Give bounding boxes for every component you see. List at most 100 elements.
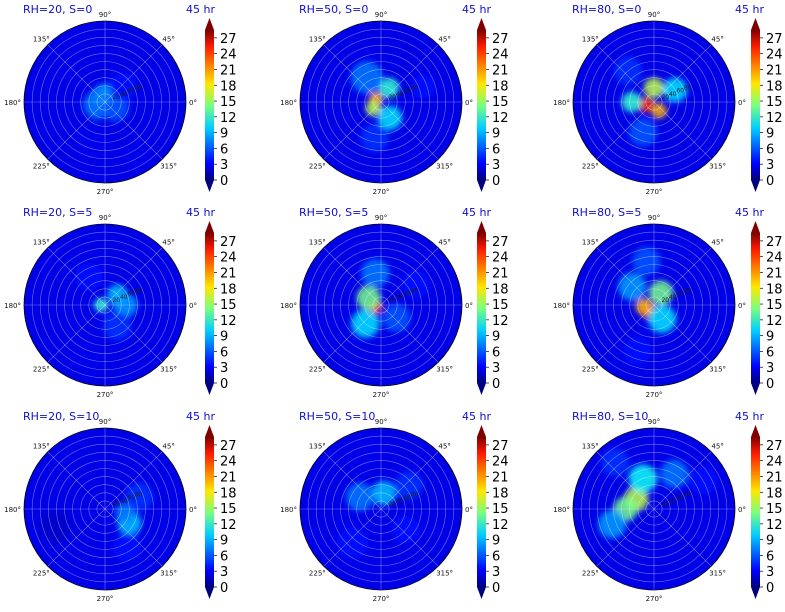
colorbar-tick-label: 3 (492, 565, 500, 580)
grid-circle (332, 256, 430, 354)
angle-label: 45° (162, 238, 174, 246)
grid-spoke (323, 44, 382, 103)
angle-label: 315° (709, 570, 726, 578)
angle-label: 225° (33, 570, 50, 578)
colorbar-tick-label: 9 (766, 127, 774, 142)
grid-spoke (380, 304, 439, 363)
grid-spoke (47, 247, 106, 306)
angle-label: 225° (309, 366, 326, 374)
panel-title: RH=80, S=0 (572, 3, 641, 16)
heat-field (597, 448, 718, 539)
grid-circle (80, 280, 130, 330)
angle-label: 135° (582, 35, 599, 43)
data-blob (401, 270, 431, 299)
radial-tick-label: 40 (396, 91, 404, 98)
grid-circle (31, 231, 179, 379)
colorbar-tick-label: 15 (492, 502, 509, 517)
grid-spoke (653, 247, 712, 306)
angle-label: 180° (4, 302, 21, 310)
colorbar-tick-label: 12 (492, 518, 509, 533)
colorbar-tick-label: 0 (220, 581, 228, 596)
heat-field (55, 58, 150, 169)
panel-title: RH=20, S=10 (23, 410, 99, 423)
heat-field (336, 439, 424, 560)
angle-label: 90° (375, 11, 387, 19)
angle-label: 315° (436, 366, 453, 374)
colorbar-tick-label: 27 (220, 235, 237, 250)
colorbar-extend-bottom (205, 383, 214, 395)
colorbar-body (205, 30, 214, 180)
panels-group: 20 40 60 800°45°90°135°180°225°270°315°RH=2… (4, 3, 782, 603)
angle-label: 135° (33, 442, 50, 450)
grid-circle (605, 256, 703, 354)
polar-frame (299, 223, 463, 387)
heat-field (618, 246, 677, 365)
data-blob (662, 77, 688, 102)
colorbar-body (477, 437, 486, 587)
data-blob (647, 304, 677, 334)
colorbar-tick-label: 12 (766, 111, 783, 126)
data-blob (628, 464, 658, 493)
angle-label: 135° (309, 238, 326, 246)
colorbar-tick-label: 6 (220, 142, 228, 157)
angle-label: 0° (738, 99, 746, 107)
heat-field (351, 258, 431, 338)
data-blob (74, 262, 103, 292)
radial-tick-label: 80 (411, 288, 419, 295)
angle-label: 90° (99, 11, 111, 19)
angle-label: 45° (162, 442, 174, 450)
grid-circle (56, 53, 154, 151)
grid-circle (56, 256, 154, 354)
grid-circle (596, 44, 711, 160)
grid-circle (307, 435, 455, 583)
angle-label: 90° (648, 214, 660, 222)
radial-tick-label: 20 (112, 501, 120, 508)
radial-tick-label: 20 (112, 297, 120, 304)
angle-label: 135° (582, 238, 599, 246)
grid-spoke (596, 508, 655, 567)
colorbar-tick-label: 9 (492, 127, 500, 142)
panel-title: RH=80, S=10 (572, 410, 648, 423)
radial-tick-label: 60 (127, 495, 135, 502)
data-blob (621, 91, 642, 113)
grid-spoke (596, 304, 655, 363)
data-blob (648, 280, 674, 305)
colorbar-tick-label: 0 (766, 581, 774, 596)
angle-label: 315° (709, 163, 726, 171)
colorbar-tick-label: 3 (492, 361, 500, 376)
colorbar-tick-label: 6 (766, 549, 774, 564)
heat-field (350, 61, 435, 153)
angle-label: 270° (97, 595, 114, 603)
colorbar-tick-label: 6 (766, 345, 774, 360)
colorbar-tick-label: 9 (492, 534, 500, 549)
angle-label: 135° (33, 35, 50, 43)
colorbar-tick-label: 21 (492, 470, 509, 485)
colorbar-tick-label: 27 (766, 32, 783, 47)
grid-spoke (653, 451, 712, 510)
data-blob (394, 471, 424, 500)
grid-circle (39, 443, 171, 575)
colorbar-tick-label: 24 (220, 251, 237, 266)
angle-label: 270° (646, 188, 663, 196)
colorbar-tick-label: 6 (766, 142, 774, 157)
angle-label: 180° (280, 302, 297, 310)
grid-circle (315, 36, 447, 168)
radial-tick-label: 80 (684, 85, 692, 92)
grid-circle (372, 296, 390, 314)
angle-label: 225° (309, 570, 326, 578)
grid-circle (88, 288, 122, 322)
grid-spoke (596, 101, 655, 160)
grid-circle (340, 468, 422, 550)
angle-label: 0° (465, 99, 473, 107)
angle-label: 0° (738, 506, 746, 514)
colorbar-extend-bottom (477, 587, 486, 599)
angle-label: 45° (711, 35, 723, 43)
grid-circle (332, 53, 430, 151)
grid-circle (645, 93, 663, 111)
angle-label: 180° (280, 506, 297, 514)
grid-circle (645, 296, 663, 314)
panel-9: 20 40 60 800°45°90°135°180°225°270°315°RH=8… (553, 410, 782, 603)
